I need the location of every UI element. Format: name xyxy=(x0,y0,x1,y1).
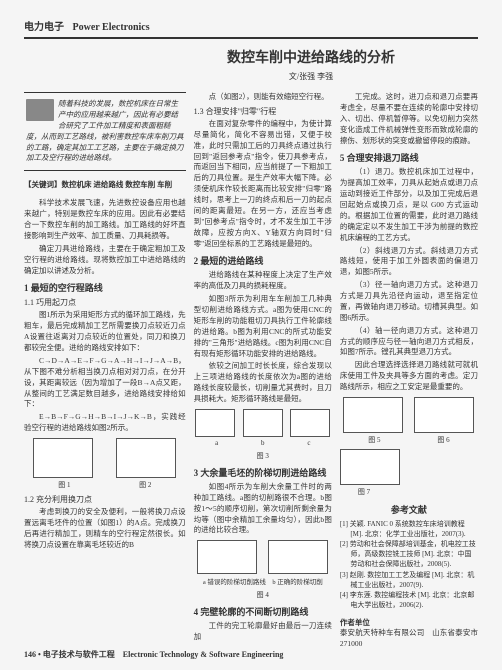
header-rule xyxy=(24,37,478,39)
figure-3b xyxy=(243,409,283,437)
keywords: 【关键词】数控机床 进给路线 数控车削 车削 xyxy=(24,179,186,190)
figure-row-4 xyxy=(194,540,332,574)
s1-1-p1: 图1所示为采用矩形方式的循环加工路线，先粗车，最后完成精加工艺所需要换刀点较近刀… xyxy=(24,310,186,354)
section-2: 2 最短的进给路线 xyxy=(194,254,332,267)
fig6-caption: 图 6 xyxy=(437,435,449,445)
article-author: 文/张强 李强 xyxy=(144,71,478,82)
figure-row-7 xyxy=(340,449,478,485)
s2-p3: 依较之间加工时长长度，综合发现以上三项进给路线的长度依次为a图的进给路线长度较最… xyxy=(194,361,332,405)
category-cn: 电力电子 xyxy=(24,22,64,33)
section-3: 3 大余量毛坯的阶梯切削进给路线 xyxy=(194,466,332,479)
s5-p2: （2）斜线退刀方式。斜线退刀方式路线短，使用于加工外圆表面的偏退刀退，如图5所示… xyxy=(340,246,478,279)
figure-3c xyxy=(290,409,330,437)
figure-row-5-6 xyxy=(340,397,478,433)
fig3-caption: 图 3 xyxy=(194,451,332,461)
figure-4b xyxy=(268,540,328,574)
fig7-caption: 图 7 xyxy=(340,487,478,497)
intro-p2: 确定刀具进给路线，主要在于确定粗加工及空行程的进给路线。现将数控加工中进给路线的… xyxy=(24,244,186,277)
ref-3: [3] 赵刚. 数控加工工艺及编程 [M]. 北京：机械工业出版社，2007(9… xyxy=(340,571,478,591)
s2-p1: 进给路线在某种程度上决定了生产效率的高低及刀具的损耗程度。 xyxy=(194,270,332,292)
ref-1: [1] 关颖. FANIC 0 系统数控车床培训教程 [M]. 北京：化学工业出… xyxy=(340,520,478,540)
s4-p: 工件的完工轮廓最好由最后一刀连续加 xyxy=(194,621,332,643)
c3-p1: 工完成。这时，进刀点和退刀点要再考虑全，尽量不要在连续的轮廓中安排切入、切出、停… xyxy=(340,92,478,146)
column-2: 点（如图2），则能有效缩短空行程。 1.3 合理安排"归零"行程 在面对复杂零件… xyxy=(194,92,332,652)
s5-p3: （3）径一轴向退刀方式。这种退刀方式是刀具先沿径向运动，退至指定位置，再做轴向退… xyxy=(340,280,478,324)
section-1-3: 1.3 合理安排"归零"行程 xyxy=(194,106,332,117)
figure-row-1-2 xyxy=(24,438,186,478)
s5-p5: 因此合理选择选择退刀路线就可就机床使用工件及夹具等多方面的考虑。定刀路线所示，相… xyxy=(340,360,478,393)
fig3c-label: c xyxy=(307,439,310,447)
s2-p2: 如图3所示为利用车车削加工几种典型切削进给路线方式。a图为使用CNC的矩形车削的… xyxy=(194,294,332,359)
article-title: 数控车削中进给路线的分析 xyxy=(144,47,478,67)
figure-3a xyxy=(195,409,235,437)
figure-2 xyxy=(116,438,176,478)
s1-1-p2: C→D→A→E→F→G→A→H→I→J→A→B，从下图不难分析相当换刀点相对对刀… xyxy=(24,356,186,410)
c2-p1: 点（如图2），则能有效缩短空行程。 xyxy=(194,92,332,103)
fig3a-label: a xyxy=(215,439,218,447)
figure-4a xyxy=(197,540,257,574)
column-3: 工完成。这时，进刀点和退刀点要再考虑全，尽量不要在连续的轮廓中安排切入、切出、停… xyxy=(340,92,478,652)
fig2-caption: 图 2 xyxy=(139,480,151,490)
fig1-caption: 图 1 xyxy=(58,480,70,490)
fig4-caption: 图 4 xyxy=(194,590,332,600)
author-info: 泰安航天特种车有限公司 山东省泰安市 271000 xyxy=(340,628,478,650)
references-title: 参考文献 xyxy=(340,503,478,516)
section-4: 4 完壁轮廓的不间断切削路线 xyxy=(194,605,332,618)
ref-4: [4] 李东莲. 数控编程技术 [M]. 北京：北京邮电大学出版社，2006(2… xyxy=(340,591,478,611)
page-footer: 146 • 电子技术与软件工程 Electronic Technology & … xyxy=(24,649,283,660)
fig3b-label: b xyxy=(261,439,265,447)
s1-3-p: 在面对复杂零件的编程中，为使计算尽量简化，简化不容易出错，又便于校准，此时只需加… xyxy=(194,119,332,250)
ref-2: [2] 劳动和社会保障部培训基金，机电控工技师，高级数控铣工技师 [M]. 北京… xyxy=(340,540,478,569)
figure-7 xyxy=(340,449,400,485)
content-columns: 随着科技的发展，数控机床在日常生产中的应用越来越广，因此有必要结合研究了工件加工… xyxy=(24,92,478,652)
figure-1 xyxy=(33,438,93,478)
s1-1-p3: E→B→F→G→H→B→I→J→K→B，实践经验空行程的进给路线如图2所示。 xyxy=(24,412,186,434)
section-1-1: 1.1 巧用起刀点 xyxy=(24,297,186,308)
s5-p1: （1）退刀。数控机床加工过程中，为提高加工效率，刀具从起始点或退刀点运动到接近工… xyxy=(340,167,478,243)
figure-row-3 xyxy=(194,409,332,437)
category-en: Power Electronics xyxy=(73,22,150,33)
intro-p1: 科学技术发展飞速，先进数控设备应用也越来越广，特别是数控车床的应用。因此有必要结… xyxy=(24,198,186,242)
s1-2-p: 考虑到换刀的安全及便利，一般将换刀点设置远离毛坯件的位置（如图1）的A点。完成换… xyxy=(24,507,186,551)
figure-6 xyxy=(414,397,474,433)
fig4-sub-caption: a 错误的阶梯切削路线 b 正确的阶梯切削 xyxy=(194,576,332,586)
author-info-label: 作者单位 xyxy=(340,617,478,628)
section-1: 1 最短的空行程路线 xyxy=(24,281,186,294)
fig5-caption: 图 5 xyxy=(368,435,380,445)
abstract-icon xyxy=(26,99,54,121)
s5-p4: （4）轴一径向退刀方式。这种退刀方式的顺序应与径一轴向退刀方式相反，如图7所示。… xyxy=(340,326,478,359)
section-1-2: 1.2 充分利用换刀点 xyxy=(24,494,186,505)
abstract-box: 随着科技的发展，数控机床在日常生产中的应用越来越广，因此有必要结合研究了工件加工… xyxy=(24,92,186,171)
section-5: 5 合理安排退刀路线 xyxy=(340,151,478,164)
s3-p: 如图4所示为车削大余量工件时的两种加工路线。a图的切削路很不合理。b图按1～5的… xyxy=(194,482,332,536)
figure-5 xyxy=(343,397,403,433)
column-1: 随着科技的发展，数控机床在日常生产中的应用越来越广，因此有必要结合研究了工件加工… xyxy=(24,92,186,652)
